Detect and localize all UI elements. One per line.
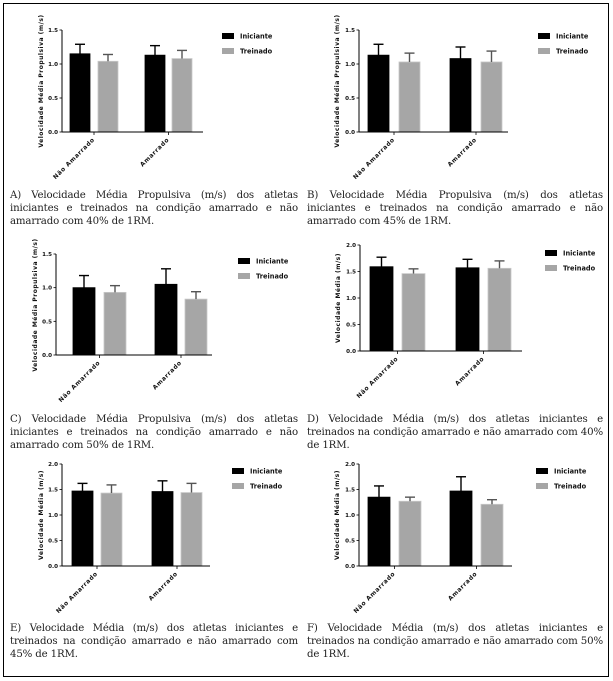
legend-swatch-treinado (238, 273, 250, 279)
y-axis-title: Velocidade Média (m/s) (334, 470, 341, 560)
legend-swatch-treinado (536, 483, 548, 489)
legend-swatch-iniciante (536, 468, 548, 474)
caption-b: B) Velocidade Média Propulsiva (m/s) dos… (307, 190, 603, 227)
legend-label-treinado: Treinado (554, 483, 587, 491)
legend-label-treinado: Treinado (563, 265, 596, 273)
figure-frame (3, 3, 609, 677)
y-tick-label: 1.0 (345, 513, 355, 519)
caption-f: F) Velocidade Média (m/s) dos atletas in… (307, 623, 603, 660)
legend-swatch-treinado (232, 483, 244, 489)
legend-swatch-iniciante (232, 468, 244, 474)
y-tick-label: 1.0 (48, 62, 58, 68)
legend-label-treinado: Treinado (240, 48, 273, 56)
y-tick-label: 1.5 (346, 270, 356, 276)
y-axis-title: Velocidade Média (m/s) (38, 470, 45, 560)
y-tick-label: 2.0 (345, 462, 355, 468)
y-tick-label: 0.5 (48, 539, 58, 545)
bar-iniciante-amarrado (449, 490, 473, 567)
legend-swatch-iniciante (222, 33, 234, 39)
bar-treinado-nao-amarrado (398, 500, 422, 567)
y-tick-label: 0.5 (346, 323, 356, 329)
y-tick-label: 1.5 (48, 28, 58, 34)
y-tick-label: 1.0 (42, 286, 52, 292)
y-tick-label: 0.0 (48, 564, 58, 570)
y-tick-label: 1.5 (345, 28, 355, 34)
y-tick-label: 1.0 (346, 296, 356, 302)
legend-swatch-iniciante (238, 258, 250, 264)
legend-label-iniciante: Iniciante (240, 33, 273, 41)
y-tick-label: 0.0 (345, 130, 355, 136)
x-category-label: Não Amarrado (352, 570, 396, 614)
legend-label-iniciante: Iniciante (256, 258, 289, 266)
y-axis-title: Velocidade Média Propulsiva (m/s) (334, 14, 341, 147)
bar-treinado-amarrado (480, 503, 504, 567)
y-tick-label: 0.0 (48, 130, 58, 136)
y-axis-title: Velocidade Média Propulsiva (m/s) (38, 14, 45, 147)
y-axis-title: Velocidade Média Propulsiva (m/s) (32, 238, 39, 371)
y-tick-label: 2.0 (48, 462, 58, 468)
y-tick-label: 1.0 (345, 62, 355, 68)
y-tick-label: 0.5 (345, 539, 355, 545)
legend-label-treinado: Treinado (556, 48, 589, 56)
legend-label-iniciante: Iniciante (250, 468, 283, 476)
y-tick-label: 0.5 (48, 96, 58, 102)
legend-swatch-iniciante (545, 250, 557, 256)
y-tick-label: 1.5 (345, 488, 355, 494)
legend-label-treinado: Treinado (256, 273, 289, 281)
caption-d: D) Velocidade Média (m/s) dos atletas in… (307, 414, 603, 451)
caption-c: C) Velocidade Média Propulsiva (m/s) dos… (10, 414, 298, 451)
y-tick-label: 0.0 (346, 349, 356, 355)
caption-e: E) Velocidade Média (m/s) dos atletas in… (10, 623, 298, 660)
y-tick-label: 0.0 (42, 353, 52, 359)
legend-label-treinado: Treinado (250, 483, 283, 491)
y-tick-label: 1.5 (42, 252, 52, 258)
y-axis-title: Velocidade Média (m/s) (335, 253, 342, 343)
legend-swatch-treinado (222, 48, 234, 54)
legend-swatch-treinado (545, 265, 557, 271)
legend-label-iniciante: Iniciante (563, 250, 596, 258)
legend-swatch-iniciante (538, 33, 550, 39)
legend-label-iniciante: Iniciante (554, 468, 587, 476)
y-tick-label: 2.0 (346, 243, 356, 249)
bar-iniciante-nao-amarrado (367, 496, 391, 567)
caption-a: A) Velocidade Média Propulsiva (m/s) dos… (10, 190, 298, 227)
legend-swatch-treinado (538, 48, 550, 54)
legend-label-iniciante: Iniciante (556, 33, 589, 41)
x-category-label: Amarrado (447, 570, 479, 602)
y-tick-label: 1.0 (48, 513, 58, 519)
y-tick-label: 0.0 (345, 564, 355, 570)
y-tick-label: 1.5 (48, 488, 58, 494)
y-tick-label: 0.5 (42, 319, 52, 325)
y-tick-label: 0.5 (345, 96, 355, 102)
